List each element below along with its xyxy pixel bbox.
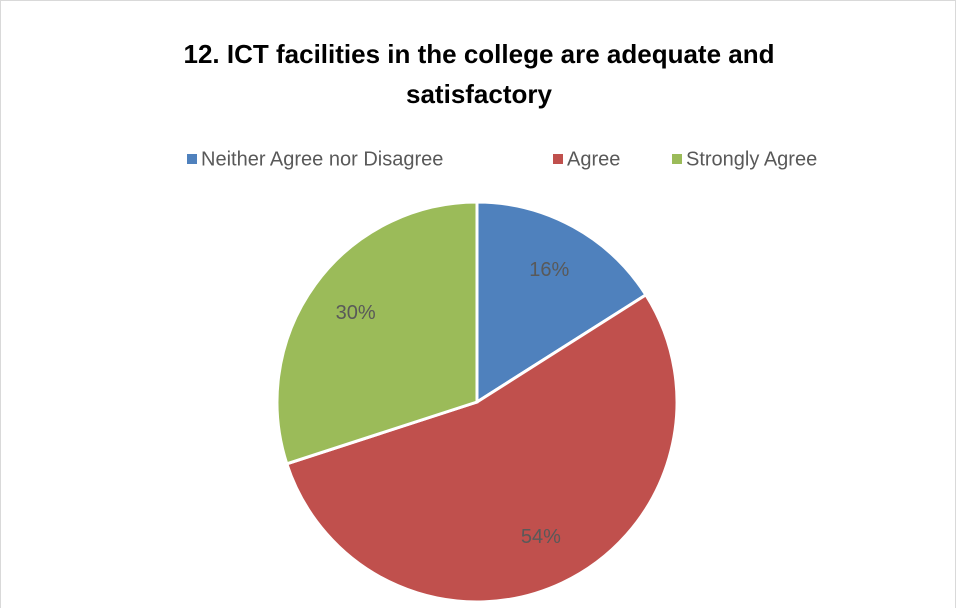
legend-label: Agree (567, 148, 620, 170)
legend-swatch (187, 154, 197, 164)
legend-swatch (553, 154, 563, 164)
pie-slice (275, 200, 479, 466)
data-label: 54% (521, 526, 561, 548)
pie-slice (284, 292, 679, 604)
legend-label: Neither Agree nor Disagree (201, 148, 443, 170)
legend-label: Strongly Agree (686, 148, 817, 170)
chart-title: 12. ICT facilities in the college are ad… (183, 39, 775, 109)
pie-slice (475, 200, 648, 405)
data-label: 16% (529, 259, 569, 281)
legend-swatch (672, 154, 682, 164)
data-label: 30% (336, 302, 376, 324)
